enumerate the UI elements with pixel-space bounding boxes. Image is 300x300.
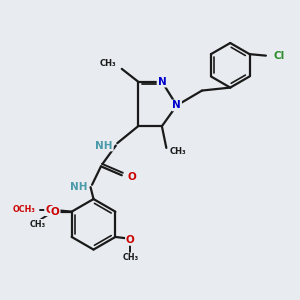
Text: CH₃: CH₃ xyxy=(99,59,116,68)
Text: Cl: Cl xyxy=(273,51,285,61)
Text: N: N xyxy=(158,76,166,87)
Text: O: O xyxy=(45,205,54,215)
Text: O: O xyxy=(51,207,60,217)
Text: O: O xyxy=(128,172,136,182)
Text: N: N xyxy=(172,100,181,110)
Text: OCH₃: OCH₃ xyxy=(13,205,36,214)
Text: CH₃: CH₃ xyxy=(122,253,138,262)
Text: CH₃: CH₃ xyxy=(169,147,186,156)
Text: NH: NH xyxy=(70,182,88,192)
Text: NH: NH xyxy=(95,140,113,151)
Text: O: O xyxy=(126,235,135,245)
Text: CH₃: CH₃ xyxy=(29,220,46,229)
